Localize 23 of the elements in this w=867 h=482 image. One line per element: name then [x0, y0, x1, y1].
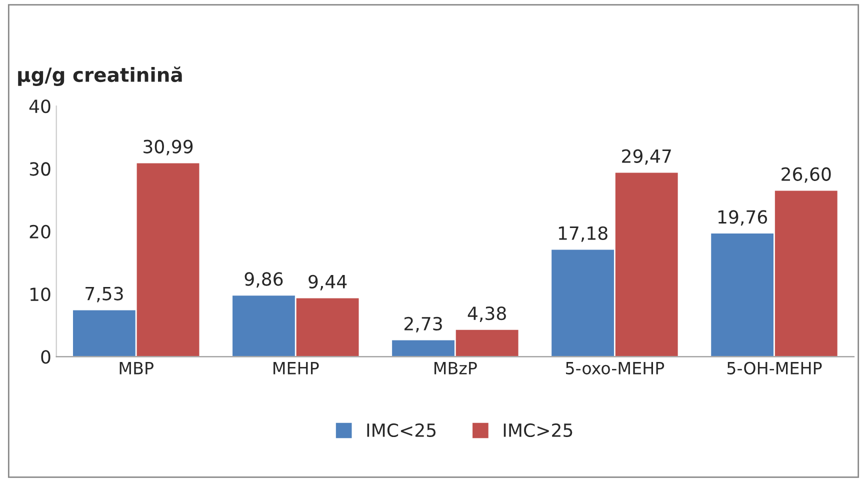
- x-tick-label: MBP: [120, 362, 154, 374]
- data-label: 30,99: [144, 140, 193, 156]
- y-tick-label: 10: [30, 287, 50, 302]
- data-label: 7,53: [86, 286, 123, 302]
- y-tick-label: 30: [30, 162, 50, 176]
- data-label: 26,60: [782, 167, 831, 183]
- x-tick-label: 5-OH-MEHP: [727, 362, 822, 374]
- data-label: 4,38: [468, 306, 506, 322]
- data-label: 9,86: [244, 272, 283, 288]
- data-label: 29,47: [622, 149, 671, 165]
- x-tick-label: MEHP: [274, 362, 319, 374]
- y-axis-title: µg/g creatinină: [18, 66, 182, 86]
- y-tick-label: 0: [41, 350, 50, 364]
- legend-label: IMC>25: [504, 423, 572, 438]
- y-tick-label: 40: [29, 100, 50, 114]
- x-tick-label: 5-oxo-MEHP: [566, 362, 664, 374]
- data-label: 2,73: [404, 316, 442, 332]
- y-tick-label: 20: [30, 224, 50, 238]
- x-tick-label: MBzP: [434, 362, 477, 374]
- legend-label: IMC<25: [367, 423, 436, 438]
- data-label: 9,44: [308, 274, 347, 290]
- data-label: 17,18: [558, 226, 608, 242]
- data-label: 19,76: [718, 210, 768, 226]
